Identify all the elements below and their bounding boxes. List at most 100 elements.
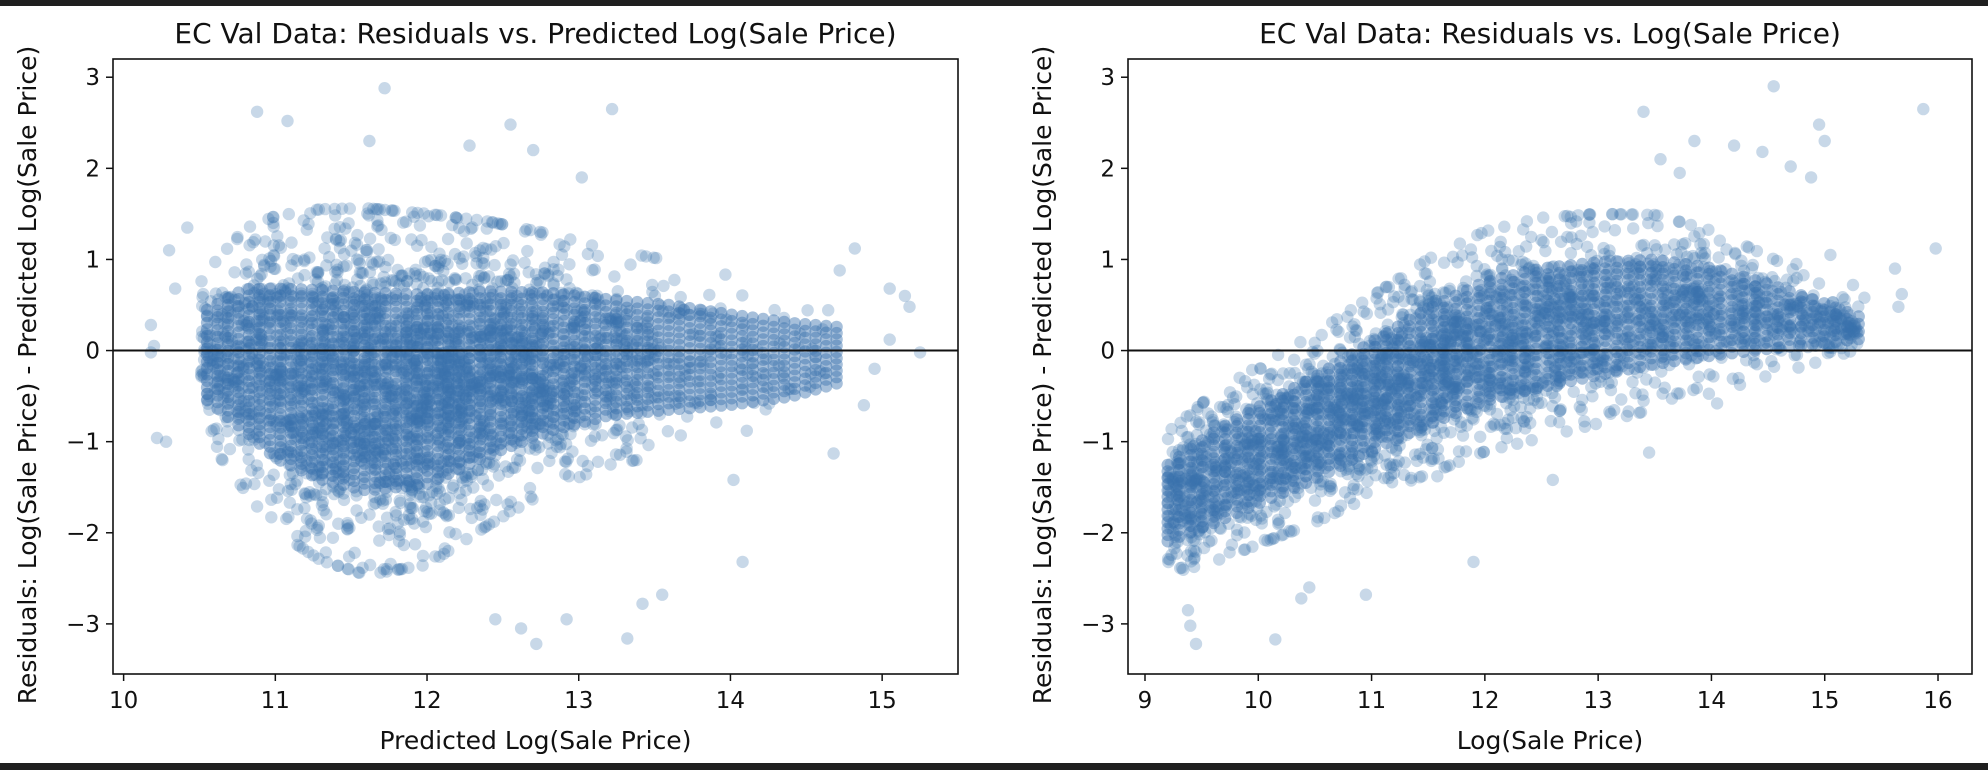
data-point (518, 326, 531, 340)
data-point (767, 314, 780, 327)
data-point (464, 370, 477, 384)
data-point (403, 513, 416, 526)
data-point (390, 383, 403, 396)
data-point (360, 321, 373, 334)
data-point (337, 260, 350, 273)
data-point (485, 216, 499, 229)
data-point (682, 308, 695, 321)
data-point (232, 286, 245, 299)
data-point (376, 332, 390, 345)
data-point (215, 452, 228, 466)
data-point (374, 471, 387, 484)
data-point (378, 419, 392, 432)
data-point (335, 202, 349, 215)
data-point (353, 289, 366, 303)
data-point (400, 380, 413, 393)
data-point (400, 275, 414, 288)
data-point (324, 336, 338, 349)
data-point (281, 415, 294, 428)
data-point (460, 237, 473, 250)
data-point (347, 345, 360, 358)
data-point (286, 366, 300, 379)
data-point (381, 376, 394, 390)
data-point (533, 276, 546, 289)
data-point (550, 440, 563, 453)
data-point (522, 266, 535, 279)
data-point (250, 500, 264, 513)
data-point (292, 355, 306, 368)
data-point (438, 254, 452, 267)
data-point (382, 457, 395, 471)
data-point (531, 461, 544, 475)
data-point (646, 285, 659, 299)
data-point (429, 259, 442, 272)
data-point (374, 377, 387, 391)
data-point (365, 363, 378, 377)
data-point (451, 376, 464, 389)
data-point (307, 291, 320, 304)
data-point (626, 421, 639, 434)
data-point (236, 433, 249, 446)
data-point (496, 386, 510, 399)
data-point (222, 396, 235, 409)
data-point (615, 332, 628, 346)
data-point (292, 381, 306, 394)
data-point (609, 357, 622, 370)
data-point (255, 329, 268, 342)
data-point (506, 396, 519, 409)
data-point (382, 381, 395, 394)
data-point (408, 517, 421, 530)
data-point (433, 497, 446, 511)
data-point (406, 206, 419, 219)
data-point (451, 322, 465, 335)
data-point (344, 436, 357, 449)
data-point (419, 299, 432, 313)
data-point (459, 433, 473, 447)
data-point (476, 503, 489, 516)
data-point (581, 351, 594, 364)
data-point (270, 329, 283, 342)
data-point (310, 300, 323, 313)
data-point (407, 370, 421, 383)
data-point (525, 402, 538, 415)
data-point (380, 357, 393, 370)
data-point (487, 515, 501, 528)
data-point (318, 242, 331, 255)
data-point (269, 287, 282, 301)
data-point (337, 247, 351, 261)
data-point (589, 348, 602, 362)
data-point (449, 211, 463, 224)
data-point (197, 287, 210, 301)
data-point (384, 557, 397, 571)
data-point (256, 313, 269, 326)
data-point (379, 358, 392, 371)
data-point (328, 222, 341, 235)
data-point (369, 417, 382, 431)
data-point (411, 320, 424, 334)
data-point (549, 434, 562, 447)
data-point (459, 361, 473, 374)
data-point (449, 358, 462, 371)
data-point (285, 236, 298, 249)
data-point (337, 389, 350, 402)
data-point (246, 353, 259, 366)
data-point (217, 327, 230, 340)
data-point (252, 412, 265, 425)
data-point (434, 354, 447, 368)
data-point (410, 331, 423, 344)
data-point (417, 282, 430, 295)
data-point (518, 256, 531, 269)
data-point (436, 353, 449, 366)
data-point (538, 261, 552, 274)
data-point (250, 359, 263, 372)
data-point (642, 326, 655, 339)
data-point (630, 321, 644, 334)
data-point (281, 282, 295, 295)
data-point (451, 376, 464, 389)
data-point (318, 453, 331, 467)
data-point (429, 429, 443, 442)
data-point (367, 498, 380, 511)
data-point (382, 528, 396, 542)
data-point (363, 558, 377, 572)
data-point (211, 308, 225, 321)
